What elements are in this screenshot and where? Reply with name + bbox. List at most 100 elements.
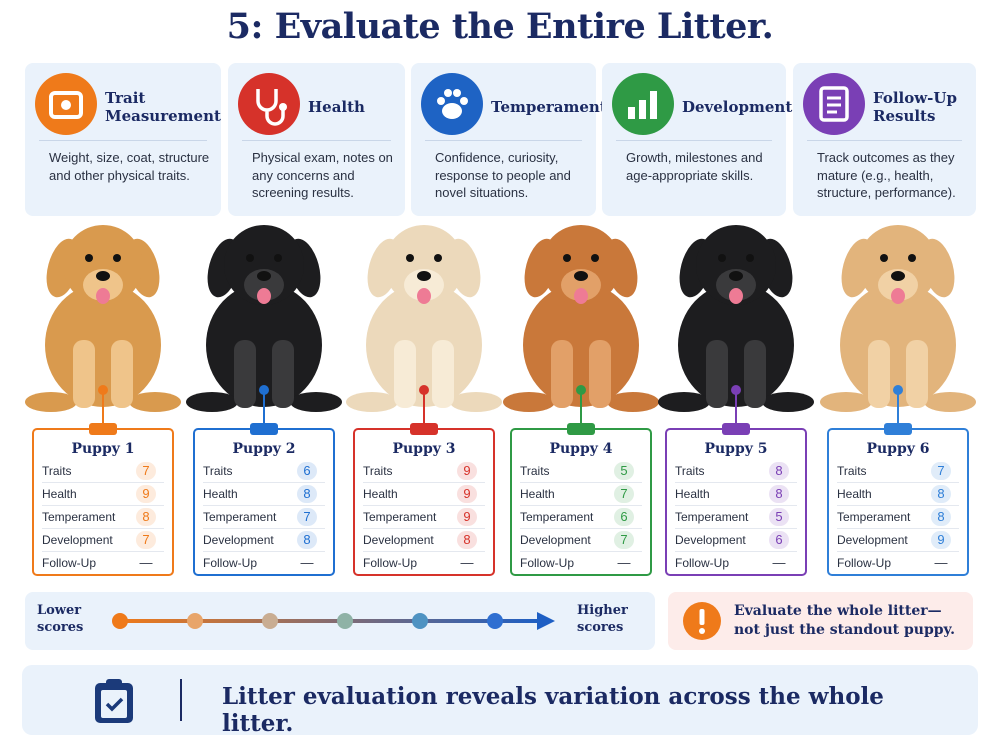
- clipboard-icon: [95, 679, 133, 723]
- puppy-paw: [25, 392, 77, 412]
- puppy-name: Puppy 3: [392, 441, 456, 457]
- criterion-card: Follow-Up Results Track outcomes as they …: [793, 63, 976, 216]
- puppy-card: Puppy 6 Traits 7 Health 8 Temperament 8 Develop…: [827, 423, 969, 576]
- puppy-muzzle: [244, 269, 284, 301]
- puppy-paw: [658, 392, 710, 412]
- score-row: Follow-Up —: [42, 552, 164, 574]
- score-value: 6: [297, 462, 317, 480]
- score-value: 9: [457, 462, 477, 480]
- criterion-icon: [238, 73, 300, 135]
- scale-dot: [337, 613, 353, 629]
- icon-glyph: [819, 86, 849, 122]
- puppy-leg: [868, 340, 890, 408]
- puppy-leg: [432, 340, 454, 408]
- score-row: Follow-Up —: [203, 552, 325, 574]
- puppy-eye: [880, 254, 888, 262]
- puppy-nose: [729, 271, 743, 281]
- row-label: Health: [203, 487, 238, 501]
- puppy-card: Puppy 2 Traits 6 Health 8 Temperament 7 Develop…: [193, 423, 335, 576]
- score-value: 9: [457, 508, 477, 526]
- score-row: Temperament 9: [363, 506, 485, 529]
- score-row: Health 8: [203, 483, 325, 506]
- row-label: Traits: [520, 464, 550, 478]
- criterion-text: Confidence, curiosity, response to peopl…: [435, 150, 571, 201]
- criterion-title: Health: [308, 77, 399, 137]
- puppy-tongue: [417, 288, 431, 304]
- score-value: —: [617, 555, 631, 570]
- criterion-title-text: Development: [682, 98, 793, 116]
- row-label: Health: [42, 487, 77, 501]
- puppy-paw: [129, 392, 181, 412]
- score-row: Health 7: [520, 483, 642, 506]
- puppy-nose: [891, 271, 905, 281]
- puppy-card: Puppy 5 Traits 8 Health 8 Temperament 5 Develop…: [665, 423, 807, 576]
- score-row: Temperament 8: [42, 506, 164, 529]
- puppy: [346, 225, 502, 412]
- criterion-text: Growth, milestones and age-appropriate s…: [626, 150, 763, 183]
- card-tab: [722, 423, 750, 435]
- puppy-card: Puppy 4 Traits 5 Health 7 Temperament 6 Develop…: [510, 423, 652, 576]
- score-value: 7: [136, 531, 156, 549]
- card-tab: [250, 423, 278, 435]
- score-row: Health 8: [837, 483, 959, 506]
- score-value: 8: [297, 485, 317, 503]
- score-row: Follow-Up —: [363, 552, 485, 574]
- criterion-title: Development: [682, 77, 792, 137]
- puppy-nose: [257, 271, 271, 281]
- score-value: —: [772, 555, 786, 570]
- puppy-eye: [246, 254, 254, 262]
- puppy-nose: [574, 271, 588, 281]
- score-value: 7: [297, 508, 317, 526]
- divider: [180, 679, 182, 721]
- puppy-leg: [551, 340, 573, 408]
- puppy: [186, 225, 342, 412]
- row-label: Temperament: [203, 510, 277, 524]
- row-label: Traits: [203, 464, 233, 478]
- puppy-muzzle: [716, 269, 756, 301]
- puppy-leg: [744, 340, 766, 408]
- score-value: 8: [769, 485, 789, 503]
- row-label: Health: [520, 487, 555, 501]
- criterion-icon: [803, 73, 865, 135]
- row-label: Temperament: [42, 510, 116, 524]
- row-label: Health: [675, 487, 710, 501]
- score-row: Traits 7: [42, 460, 164, 483]
- puppy-name: Puppy 6: [866, 441, 930, 457]
- row-label: Traits: [837, 464, 867, 478]
- footer: Litter evaluation reveals variation acro…: [22, 665, 978, 737]
- score-row: Health 9: [42, 483, 164, 506]
- criterion-text: Physical exam, notes on any concerns and…: [252, 150, 393, 201]
- puppy-muzzle: [83, 269, 123, 301]
- score-row: Health 9: [363, 483, 485, 506]
- criterion-title-text: Health: [308, 98, 365, 116]
- puppy-paw: [762, 392, 814, 412]
- puppy-nose: [96, 271, 110, 281]
- scale-dot: [112, 613, 128, 629]
- puppy-paw: [450, 392, 502, 412]
- score-row: Temperament 6: [520, 506, 642, 529]
- score-row: Traits 9: [363, 460, 485, 483]
- puppy-card: Puppy 1 Traits 7 Health 9 Temperament 8 Develop…: [32, 423, 174, 576]
- puppy-card: Puppy 3 Traits 9 Health 9 Temperament 9 Develop…: [353, 423, 495, 576]
- puppy-eye: [563, 254, 571, 262]
- puppy-tongue: [257, 288, 271, 304]
- puppy-paw: [607, 392, 659, 412]
- score-row: Traits 7: [837, 460, 959, 483]
- puppy-name: Puppy 2: [232, 441, 296, 457]
- criterion-card: Temperament Confidence, curiosity, respon…: [411, 63, 607, 216]
- separator: [425, 140, 582, 141]
- score-value: 7: [931, 462, 951, 480]
- score-row: Health 8: [675, 483, 797, 506]
- score-value: —: [300, 555, 314, 570]
- score-value: 8: [136, 508, 156, 526]
- puppy-leg: [906, 340, 928, 408]
- puppy-tongue: [96, 288, 110, 304]
- criterion-title: Trait Measurement: [105, 77, 221, 137]
- puppy-paw: [346, 392, 398, 412]
- criterion-title: Follow-Up Results: [873, 77, 970, 137]
- row-label: Follow-Up: [42, 556, 97, 570]
- puppy-eye: [908, 254, 916, 262]
- scale-dot: [487, 613, 503, 629]
- puppy-eye: [718, 254, 726, 262]
